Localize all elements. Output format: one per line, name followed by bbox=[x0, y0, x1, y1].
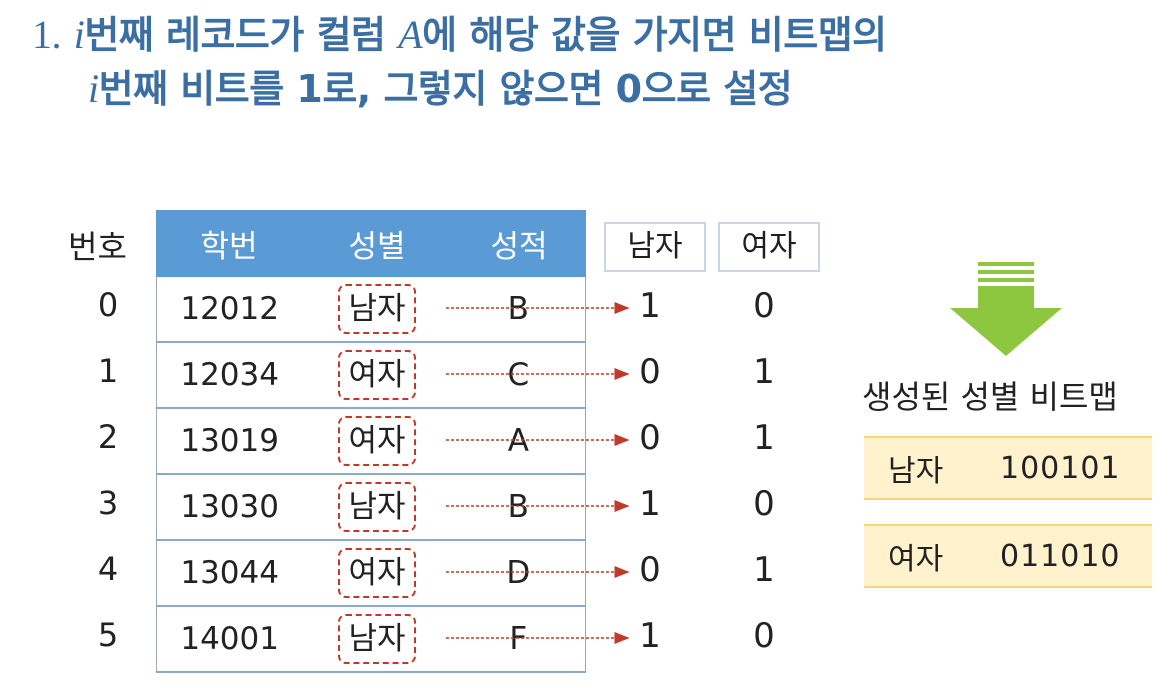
bitmap-row-female: 여자 011010 bbox=[864, 524, 1152, 588]
cell-gender: 여자 bbox=[338, 416, 416, 466]
male-bit: 0 bbox=[639, 550, 661, 590]
table-header: 학번 성별 성적 bbox=[156, 210, 586, 277]
title-var-i-2: i bbox=[88, 66, 99, 111]
row-index: 2 bbox=[97, 418, 119, 456]
female-bit: 1 bbox=[753, 352, 775, 392]
column-header-grade: 성적 bbox=[490, 229, 548, 265]
bitmap-label: 여자 bbox=[888, 542, 944, 577]
female-bit: 0 bbox=[753, 286, 775, 326]
table-row: 13030 남자 B bbox=[156, 475, 586, 541]
row-index: 3 bbox=[97, 484, 119, 522]
bitmap-value: 100101 bbox=[1000, 450, 1121, 486]
title-text-1b: 에 해당 값을 가지면 비트맵의 bbox=[422, 13, 887, 57]
student-table: 학번 성별 성적 12012 남자 B 12034 여자 C 13019 여자 … bbox=[156, 210, 586, 673]
cell-id: 12034 bbox=[180, 357, 279, 393]
cell-gender: 남자 bbox=[338, 284, 416, 334]
male-bit: 0 bbox=[639, 352, 661, 392]
table-row: 12034 여자 C bbox=[156, 343, 586, 409]
down-arrow-icon bbox=[950, 262, 1062, 356]
row-index: 0 bbox=[97, 286, 119, 324]
title-var-i: i bbox=[73, 12, 85, 57]
table-row: 13019 여자 A bbox=[156, 409, 586, 475]
cell-id: 13044 bbox=[180, 555, 279, 591]
female-column-label: 여자 bbox=[718, 222, 820, 272]
bitmap-caption: 생성된 성별 비트맵 bbox=[862, 378, 1118, 416]
title-line-1: 1. i번째 레코드가 컬럼 A에 해당 값을 가지면 비트맵의 bbox=[32, 8, 1152, 62]
cell-grade: B bbox=[507, 291, 529, 327]
row-number-header: 번호 bbox=[68, 228, 127, 266]
column-header-id: 학번 bbox=[200, 229, 258, 265]
table-row: 13044 여자 D bbox=[156, 541, 586, 607]
slide-title: 1. i번째 레코드가 컬럼 A에 해당 값을 가지면 비트맵의 i번째 비트를… bbox=[32, 8, 1152, 116]
cell-grade: D bbox=[506, 555, 531, 591]
female-bit: 1 bbox=[753, 418, 775, 458]
bitmap-value: 011010 bbox=[1000, 538, 1121, 574]
cell-gender: 여자 bbox=[338, 350, 416, 400]
male-bit: 1 bbox=[639, 616, 661, 656]
cell-grade: C bbox=[507, 357, 530, 393]
column-header-gender: 성별 bbox=[348, 229, 406, 265]
row-index: 4 bbox=[97, 550, 119, 588]
bitmap-row-male: 남자 100101 bbox=[864, 436, 1152, 500]
table-row: 12012 남자 B bbox=[156, 277, 586, 343]
cell-id: 13030 bbox=[180, 489, 279, 525]
male-bit: 1 bbox=[639, 286, 661, 326]
row-index: 5 bbox=[97, 616, 119, 654]
cell-grade: F bbox=[509, 621, 528, 657]
cell-grade: A bbox=[507, 423, 529, 459]
female-bit: 1 bbox=[753, 550, 775, 590]
cell-gender: 남자 bbox=[338, 614, 416, 664]
female-bit: 0 bbox=[753, 484, 775, 524]
male-column-label: 남자 bbox=[604, 222, 706, 272]
cell-gender: 여자 bbox=[338, 548, 416, 598]
title-text-1a: 번째 레코드가 컬럼 bbox=[84, 13, 399, 57]
female-bit: 0 bbox=[753, 616, 775, 656]
male-bit: 0 bbox=[639, 418, 661, 458]
title-number: 1. bbox=[32, 12, 62, 57]
cell-grade: B bbox=[507, 489, 529, 525]
title-var-a: A bbox=[398, 12, 423, 57]
title-line-2: i번째 비트를 1로, 그렇지 않으면 0으로 설정 bbox=[32, 62, 1152, 116]
cell-gender: 남자 bbox=[338, 482, 416, 532]
row-index: 1 bbox=[97, 352, 119, 390]
cell-id: 14001 bbox=[180, 621, 279, 657]
table-row: 14001 남자 F bbox=[156, 607, 586, 673]
cell-id: 12012 bbox=[180, 291, 279, 327]
title-text-2: 번째 비트를 1로, 그렇지 않으면 0으로 설정 bbox=[98, 67, 793, 111]
bitmap-label: 남자 bbox=[888, 454, 944, 489]
male-bit: 1 bbox=[639, 484, 661, 524]
cell-id: 13019 bbox=[180, 423, 279, 459]
